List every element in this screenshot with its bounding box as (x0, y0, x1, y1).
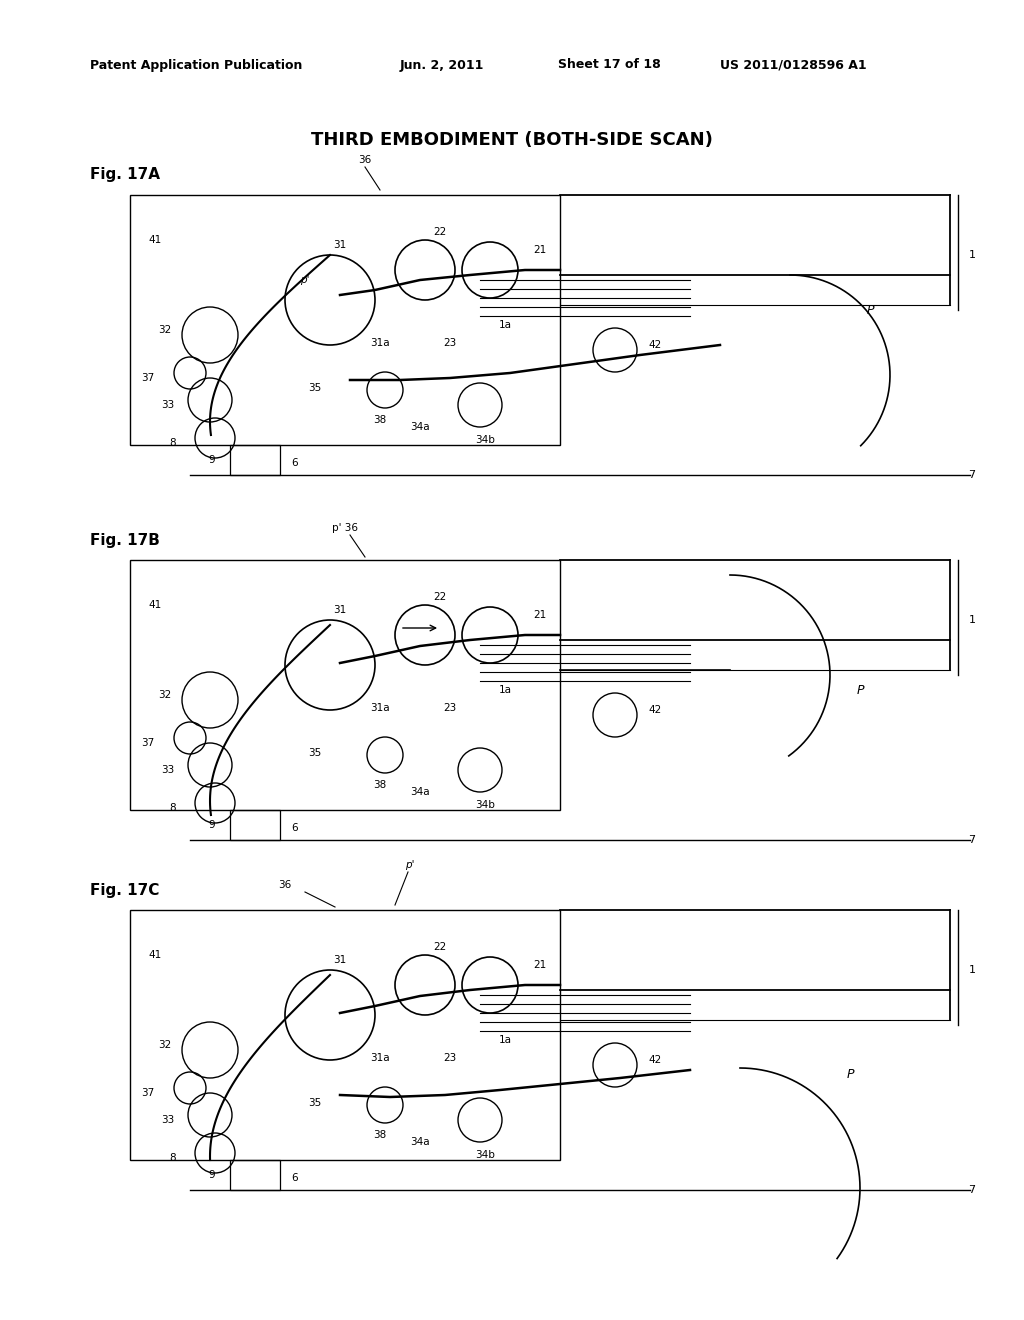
Text: 23: 23 (443, 338, 457, 348)
Bar (130, 195, 560, 445)
Text: 31: 31 (334, 605, 347, 615)
Text: Patent Application Publication: Patent Application Publication (90, 58, 302, 71)
Text: 9: 9 (209, 455, 215, 465)
Text: 34b: 34b (475, 1150, 495, 1160)
Text: 6: 6 (292, 822, 298, 833)
Text: 31a: 31a (371, 338, 390, 348)
Text: 1: 1 (969, 615, 976, 624)
Text: 35: 35 (308, 383, 322, 393)
Text: 23: 23 (443, 1053, 457, 1063)
Bar (130, 909, 560, 1160)
Text: 1: 1 (969, 965, 976, 975)
Text: 42: 42 (648, 1055, 662, 1065)
Text: 7: 7 (969, 836, 976, 845)
Text: Fig. 17C: Fig. 17C (90, 883, 160, 898)
Text: 32: 32 (159, 1040, 172, 1049)
Text: 38: 38 (374, 780, 387, 789)
Text: 31a: 31a (371, 1053, 390, 1063)
Text: 21: 21 (534, 610, 547, 620)
Text: 1a: 1a (499, 1035, 512, 1045)
Text: 1a: 1a (499, 685, 512, 696)
Text: 41: 41 (148, 950, 162, 960)
Text: 9: 9 (209, 1170, 215, 1180)
Text: Fig. 17A: Fig. 17A (90, 168, 160, 182)
Text: 31a: 31a (371, 704, 390, 713)
Text: 37: 37 (141, 1088, 155, 1098)
Text: 22: 22 (433, 591, 446, 602)
Text: 34a: 34a (411, 787, 430, 797)
Text: 41: 41 (148, 235, 162, 246)
Text: 33: 33 (162, 400, 175, 411)
Text: P: P (856, 684, 864, 697)
Text: 8: 8 (170, 803, 176, 813)
Text: 35: 35 (308, 1098, 322, 1107)
Text: 38: 38 (374, 1130, 387, 1140)
Text: 21: 21 (534, 960, 547, 970)
Text: 37: 37 (141, 738, 155, 748)
Text: Sheet 17 of 18: Sheet 17 of 18 (558, 58, 660, 71)
Text: P: P (866, 304, 873, 317)
Text: 8: 8 (170, 1152, 176, 1163)
Text: 32: 32 (159, 690, 172, 700)
Bar (230, 810, 280, 840)
Text: 31: 31 (334, 240, 347, 249)
Text: 1a: 1a (499, 319, 512, 330)
Text: US 2011/0128596 A1: US 2011/0128596 A1 (720, 58, 866, 71)
Text: 34b: 34b (475, 436, 495, 445)
Text: 1: 1 (969, 249, 976, 260)
Text: THIRD EMBODIMENT (BOTH-SIDE SCAN): THIRD EMBODIMENT (BOTH-SIDE SCAN) (311, 131, 713, 149)
Text: 35: 35 (308, 748, 322, 758)
Text: 31: 31 (334, 954, 347, 965)
Text: 33: 33 (162, 1115, 175, 1125)
Text: 7: 7 (969, 470, 976, 480)
Bar (230, 1160, 280, 1191)
Text: 34b: 34b (475, 800, 495, 810)
Text: 42: 42 (648, 341, 662, 350)
Text: P: P (846, 1068, 854, 1081)
Text: p': p' (300, 275, 309, 285)
Text: 41: 41 (148, 601, 162, 610)
Text: Jun. 2, 2011: Jun. 2, 2011 (400, 58, 484, 71)
Text: 34a: 34a (411, 1137, 430, 1147)
Text: 7: 7 (969, 1185, 976, 1195)
Text: Fig. 17B: Fig. 17B (90, 532, 160, 548)
Text: 22: 22 (433, 942, 446, 952)
Text: 36: 36 (358, 154, 372, 165)
Text: 36: 36 (279, 880, 292, 890)
Text: 8: 8 (170, 438, 176, 447)
Text: 42: 42 (648, 705, 662, 715)
Text: 34a: 34a (411, 422, 430, 432)
Bar (230, 445, 280, 475)
Text: p': p' (406, 861, 415, 870)
Text: 6: 6 (292, 1173, 298, 1183)
Text: 23: 23 (443, 704, 457, 713)
Text: p' 36: p' 36 (332, 523, 358, 533)
Text: 9: 9 (209, 820, 215, 830)
Text: 22: 22 (433, 227, 446, 238)
Text: 6: 6 (292, 458, 298, 469)
Text: 37: 37 (141, 374, 155, 383)
Text: 33: 33 (162, 766, 175, 775)
Text: 21: 21 (534, 246, 547, 255)
Text: 32: 32 (159, 325, 172, 335)
Bar (130, 560, 560, 810)
Text: 38: 38 (374, 414, 387, 425)
